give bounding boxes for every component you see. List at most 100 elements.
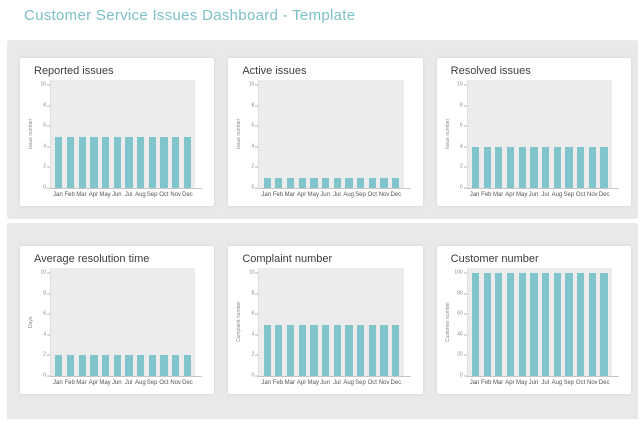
bar-slot	[273, 80, 285, 188]
y-tick-label: 4	[459, 143, 463, 150]
y-tick-mark	[463, 334, 467, 336]
x-tick-label: Oct	[367, 380, 377, 386]
chart-title: Resolved issues	[450, 65, 531, 77]
chart: Issue number 0 2 4 6 8 10 Jan Feb Mar Apr May Jun J…	[234, 80, 413, 198]
bar	[321, 177, 330, 188]
y-tick-label: 8	[251, 290, 255, 297]
bar	[310, 177, 318, 188]
y-tick-label: 0	[459, 372, 463, 379]
y-tick: 4	[43, 332, 50, 337]
bar-slot	[147, 268, 159, 376]
y-tick-label: 4	[43, 331, 46, 338]
bar-slot	[170, 80, 182, 188]
bar-slot	[88, 80, 100, 188]
x-axis-labels: Jan Feb Mar Apr May Jun Jul Aug Sep Oct Nov Dec	[258, 380, 403, 386]
y-tick-label: 2	[43, 351, 46, 358]
y-tick-label: 2	[43, 163, 46, 170]
plot-area	[466, 268, 612, 376]
bar	[357, 177, 365, 188]
x-axis-line	[466, 376, 619, 377]
bar	[530, 146, 538, 188]
bar	[471, 273, 480, 376]
bar	[553, 146, 561, 188]
y-tick: 8	[460, 103, 467, 108]
bar	[333, 177, 341, 188]
y-tick-label: 8	[43, 102, 46, 109]
bar-slot	[261, 80, 273, 188]
bar-slot	[296, 268, 308, 376]
bar-slot	[273, 268, 285, 376]
x-tick-label: Aug	[343, 380, 355, 386]
y-tick-mark	[47, 125, 50, 127]
y-tick-mark	[47, 334, 50, 336]
bar-slot	[587, 80, 599, 188]
y-tick: 8	[43, 103, 50, 108]
y-tick-mark	[47, 272, 50, 274]
x-tick-label: Jan	[53, 380, 63, 386]
x-tick-label: Dec	[390, 380, 402, 386]
y-tick-label: 8	[251, 102, 255, 109]
x-tick-label: Feb	[272, 380, 284, 386]
chart: Complaint number 0 2 4 6 8 10 Jan Feb Mar Apr May…	[234, 268, 413, 386]
x-tick-label: Feb	[272, 192, 284, 198]
chart-card-active-issues: Active issues Issue number 0 2 4 6 8 10 Jan Fe…	[228, 58, 423, 206]
bar	[518, 146, 526, 188]
y-tick-mark	[463, 313, 467, 315]
bar	[577, 273, 585, 376]
chart: Issue number 0 2 4 6 8 10 Jan Feb Mar Apr May Jun J…	[443, 80, 622, 198]
bar-slot	[470, 80, 482, 188]
y-tick: 80	[457, 291, 467, 296]
bar-slot	[331, 268, 343, 376]
y-tick-mark	[47, 187, 50, 189]
bar-slot	[378, 80, 390, 188]
x-tick-label: Aug	[135, 380, 146, 386]
y-tick: 4	[252, 332, 259, 337]
y-tick: 0	[459, 372, 467, 379]
y-axis-ticks: 0 2 4 6 8 10	[244, 80, 259, 190]
bar-slot	[65, 80, 77, 188]
x-tick-label: Nov	[170, 192, 182, 198]
y-tick: 6	[43, 311, 50, 317]
x-tick-label: Mar	[492, 192, 504, 198]
bar	[160, 355, 168, 376]
x-tick-label: Mar	[76, 192, 87, 198]
bar	[113, 355, 121, 376]
y-tick: 8	[43, 291, 50, 296]
bar	[542, 273, 550, 376]
bar-slot	[65, 268, 77, 376]
x-tick-label: Oct	[367, 192, 377, 198]
x-tick-label: Feb	[481, 192, 492, 198]
x-tick-label: Feb	[64, 192, 75, 198]
y-tick-label: 10	[40, 269, 46, 276]
y-tick: 8	[252, 291, 259, 296]
y-tick-mark	[255, 293, 259, 295]
y-tick: 6	[252, 123, 259, 129]
y-tick-label: 4	[43, 143, 46, 150]
x-tick-label: Sep	[563, 192, 575, 198]
y-axis-label: Customer number	[444, 302, 451, 343]
dashboard-row-bottom: Average resolution time Days 0 2 4 6 8 10 Jan…	[7, 223, 638, 419]
y-tick: 2	[252, 352, 259, 358]
bar	[565, 273, 573, 376]
bar-slot	[563, 80, 575, 188]
bar-slot	[343, 268, 355, 376]
y-tick-mark	[463, 272, 467, 274]
y-tick: 8	[252, 103, 259, 108]
bar-slot	[481, 268, 493, 376]
x-tick-label: Dec	[182, 192, 193, 198]
y-tick: 2	[43, 163, 50, 170]
x-tick-label: Oct	[575, 380, 586, 386]
plot-column: Jan Feb Mar Apr May Jun Jul Aug Sep Oct Nov Dec	[50, 80, 203, 198]
x-tick-label: Sep	[355, 192, 366, 198]
x-tick-label: Mar	[284, 380, 295, 386]
bar	[565, 146, 573, 188]
x-tick-label: Apr	[88, 192, 98, 198]
plot-column: Jan Feb Mar Apr May Jun Jul Aug Sep Oct Nov Dec	[50, 268, 203, 386]
bar	[321, 324, 330, 376]
bar-slot	[390, 268, 402, 376]
x-tick-label: Jul	[333, 192, 341, 198]
bar-slot	[123, 80, 135, 188]
x-tick-label: Oct	[575, 192, 586, 198]
y-tick: 4	[252, 144, 259, 149]
bar	[298, 324, 306, 376]
